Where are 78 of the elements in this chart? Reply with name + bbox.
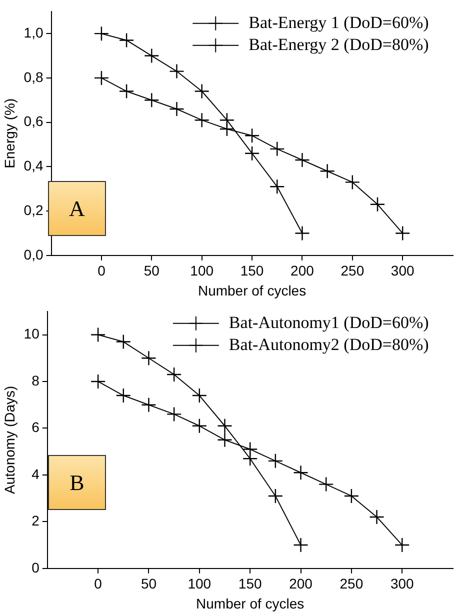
point <box>318 476 334 492</box>
point <box>217 418 232 434</box>
point <box>344 174 360 190</box>
point <box>270 141 285 157</box>
y-axis-title: Energy (%) <box>1 98 18 168</box>
legend-label: Bat-Autonomy1 (DoD=60%) <box>228 312 429 332</box>
point <box>293 465 308 480</box>
y-axis-title: Autonomy (Days) <box>1 386 18 494</box>
point <box>144 92 160 108</box>
point <box>116 388 131 404</box>
x-tick-label: 100 <box>190 262 214 279</box>
point <box>192 418 208 434</box>
point <box>268 453 284 469</box>
point <box>169 101 184 117</box>
point <box>294 226 310 241</box>
point <box>294 152 310 168</box>
y-tick-label: 8 <box>32 372 40 388</box>
x-tick-label: 0 <box>94 576 102 592</box>
point <box>244 128 260 144</box>
point <box>270 179 285 194</box>
annotation: B <box>48 455 106 510</box>
point <box>118 32 134 48</box>
point <box>166 366 182 382</box>
point <box>144 48 160 64</box>
point <box>116 334 131 350</box>
y-tick-label: 0 <box>32 559 40 576</box>
x-axis-title: Number of cycles <box>198 282 306 298</box>
point <box>166 406 182 422</box>
y-tick-label: 0,8 <box>24 68 44 85</box>
point <box>244 146 260 161</box>
point <box>219 121 235 137</box>
x-tick-label: 50 <box>144 262 160 279</box>
point <box>293 537 308 553</box>
point <box>141 350 156 366</box>
x-tick-label: 250 <box>340 576 364 592</box>
x-tick-label: 0 <box>98 262 106 279</box>
y-tick-label: 0,4 <box>24 158 44 174</box>
x-tick-label: 100 <box>188 576 212 592</box>
y-tick-label: 0,6 <box>24 113 44 130</box>
point <box>369 509 384 525</box>
point <box>370 196 386 212</box>
point <box>395 226 410 241</box>
y-tick-label: 2 <box>32 512 40 529</box>
point <box>90 374 106 390</box>
point <box>169 64 184 79</box>
y-tick-label: 4 <box>32 466 40 482</box>
x-tick-label: 200 <box>289 576 313 592</box>
y-tick-label: 1,0 <box>24 24 44 40</box>
x-tick-label: 200 <box>290 262 314 279</box>
point <box>194 84 210 99</box>
point <box>194 112 210 128</box>
legend-label: Bat-Energy 2 (DoD=80%) <box>248 34 429 54</box>
point <box>90 327 106 342</box>
x-tick-label: 150 <box>240 262 264 279</box>
point <box>320 164 335 179</box>
point <box>94 70 110 86</box>
y-tick-label: 10 <box>24 326 40 342</box>
point <box>192 388 208 404</box>
x-tick-label: 300 <box>390 576 414 592</box>
point <box>217 432 232 448</box>
point <box>268 488 284 504</box>
annotation: A <box>48 181 106 236</box>
x-tick-label: 50 <box>140 576 157 592</box>
x-axis-title: Number of cycles <box>196 595 304 612</box>
x-tick-label: 150 <box>238 576 262 592</box>
x-tick-label: 300 <box>390 262 414 279</box>
legend-label: Bat-Autonomy2 (DoD=80%) <box>228 334 429 354</box>
x-tick-label: 250 <box>340 262 364 279</box>
point <box>94 26 110 42</box>
point <box>242 442 258 457</box>
legend-label: Bat-Energy 1 (DoD=60%) <box>248 12 429 32</box>
y-tick-label: 0,2 <box>24 202 44 218</box>
point <box>344 488 360 504</box>
point <box>141 397 156 412</box>
y-tick-label: 6 <box>32 419 40 436</box>
y-tick-label: 0,0 <box>24 246 44 262</box>
point <box>118 84 134 99</box>
point <box>394 537 410 553</box>
